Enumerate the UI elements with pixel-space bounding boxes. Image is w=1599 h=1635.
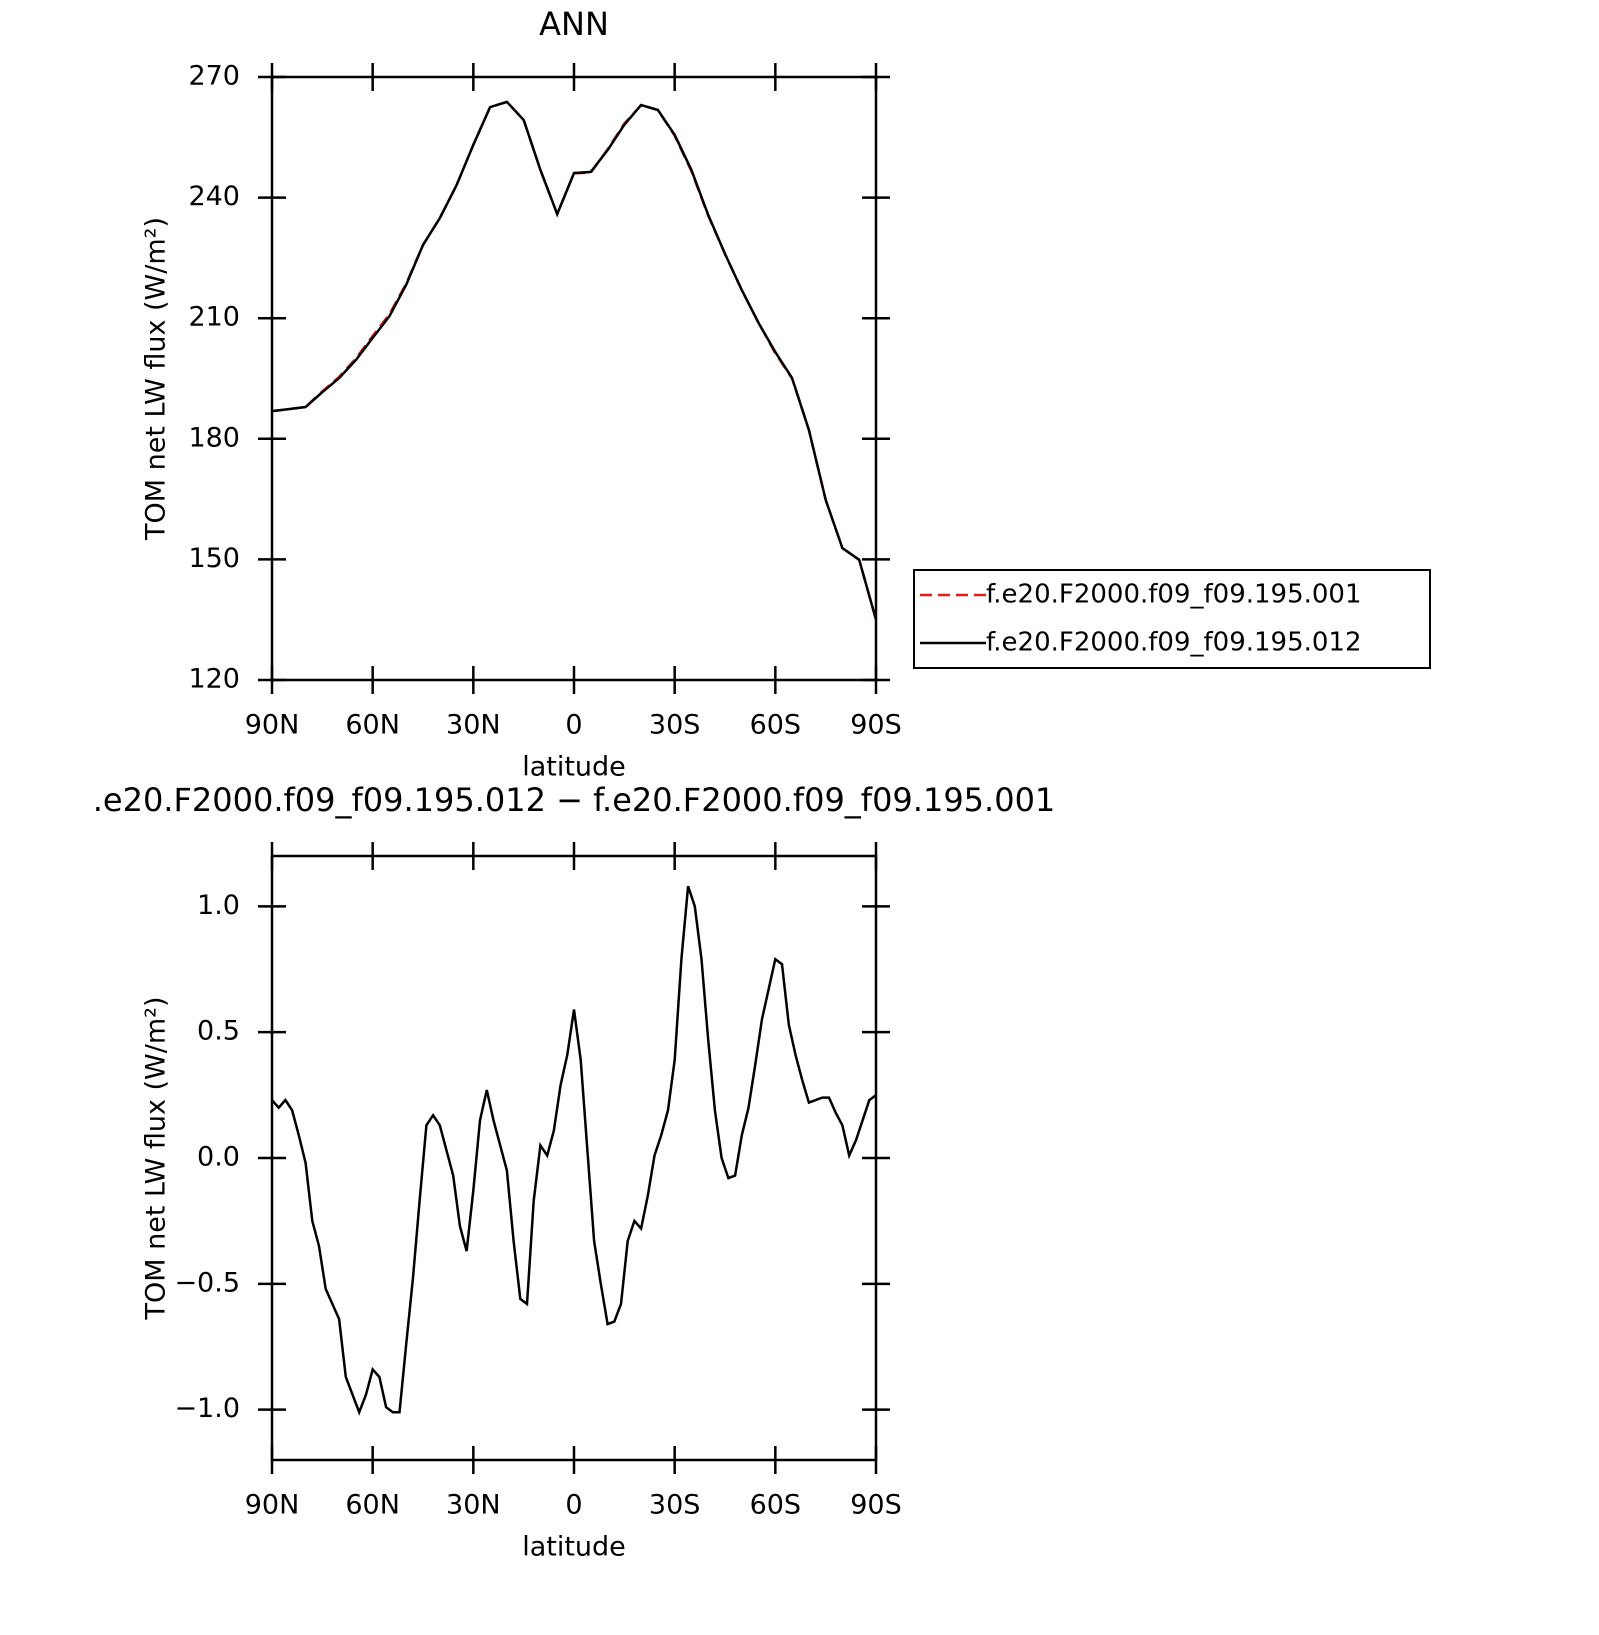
x-tick-label: 60S <box>750 710 802 741</box>
y-tick-label: 180 <box>188 422 240 453</box>
y-tick-label: 0.0 <box>197 1142 240 1173</box>
x-tick-label: 60N <box>345 710 400 741</box>
legend-label: f.e20.F2000.f09_f09.195.001 <box>986 580 1362 610</box>
y-tick-label: 270 <box>188 61 240 92</box>
chart-title: .e20.F2000.f09_f09.195.012 − f.e20.F2000… <box>93 781 1056 819</box>
y-tick-label: 240 <box>188 181 240 212</box>
series-line <box>271 100 878 621</box>
series-line <box>271 100 878 621</box>
x-tick-label: 0 <box>565 710 582 741</box>
x-tick-label: 90N <box>245 710 300 741</box>
x-tick-label: 0 <box>565 1490 582 1521</box>
x-tick-label: 30N <box>446 710 501 741</box>
y-tick-label: 150 <box>188 543 240 574</box>
x-tick-label: 60S <box>750 1490 802 1521</box>
legend-box <box>913 569 1431 669</box>
x-tick-label: 30S <box>649 1490 701 1521</box>
x-tick-label: 90N <box>245 1490 300 1521</box>
plot-frame <box>270 75 878 682</box>
chart-title: ANN <box>539 5 609 43</box>
x-axis-label: latitude <box>522 1532 626 1563</box>
x-tick-label: 60N <box>345 1490 400 1521</box>
x-axis-label: latitude <box>522 752 626 783</box>
x-tick-label: 30N <box>446 1490 501 1521</box>
y-axis-label: TOM net LW flux (W/m²) <box>141 996 172 1320</box>
x-tick-label: 90S <box>850 710 902 741</box>
y-tick-label: −1.0 <box>174 1393 240 1424</box>
y-tick-label: 120 <box>188 664 240 695</box>
y-tick-label: 0.5 <box>197 1016 240 1047</box>
y-axis-label: TOM net LW flux (W/m²) <box>141 217 172 541</box>
plot-frame <box>270 854 878 1462</box>
x-tick-label: 30S <box>649 710 701 741</box>
y-tick-label: −0.5 <box>174 1267 240 1298</box>
legend-label: f.e20.F2000.f09_f09.195.012 <box>986 628 1362 658</box>
y-tick-label: 1.0 <box>197 890 240 921</box>
series-line <box>271 885 877 1416</box>
y-tick-label: 210 <box>188 302 240 333</box>
x-tick-label: 90S <box>850 1490 902 1521</box>
